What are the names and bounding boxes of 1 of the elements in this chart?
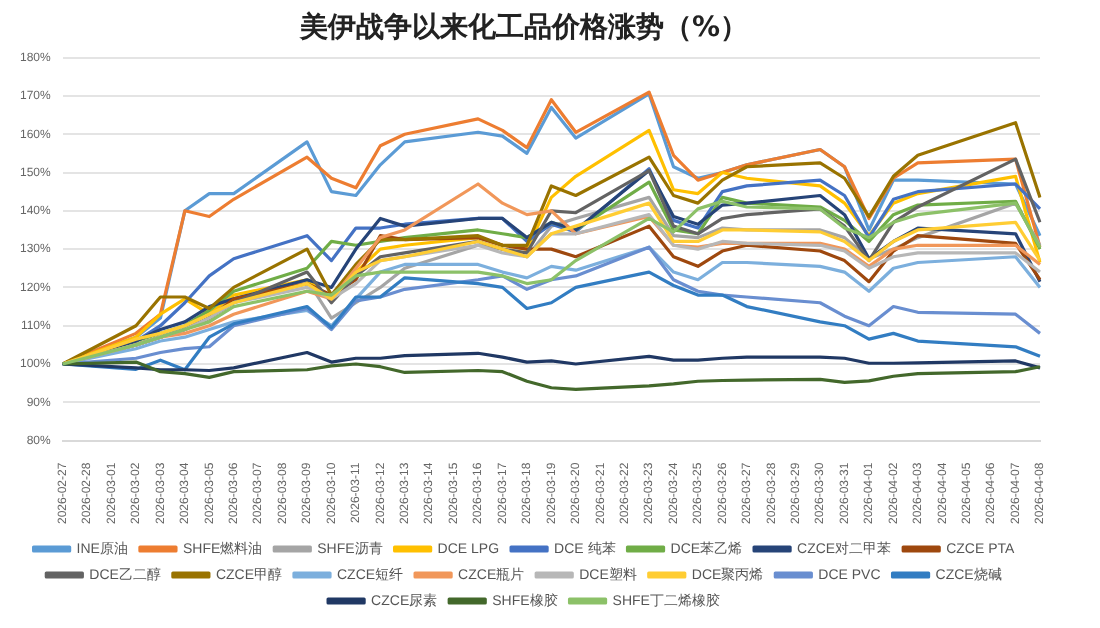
chart-title: 美伊战争以来化工品价格涨势（%） xyxy=(297,10,749,45)
